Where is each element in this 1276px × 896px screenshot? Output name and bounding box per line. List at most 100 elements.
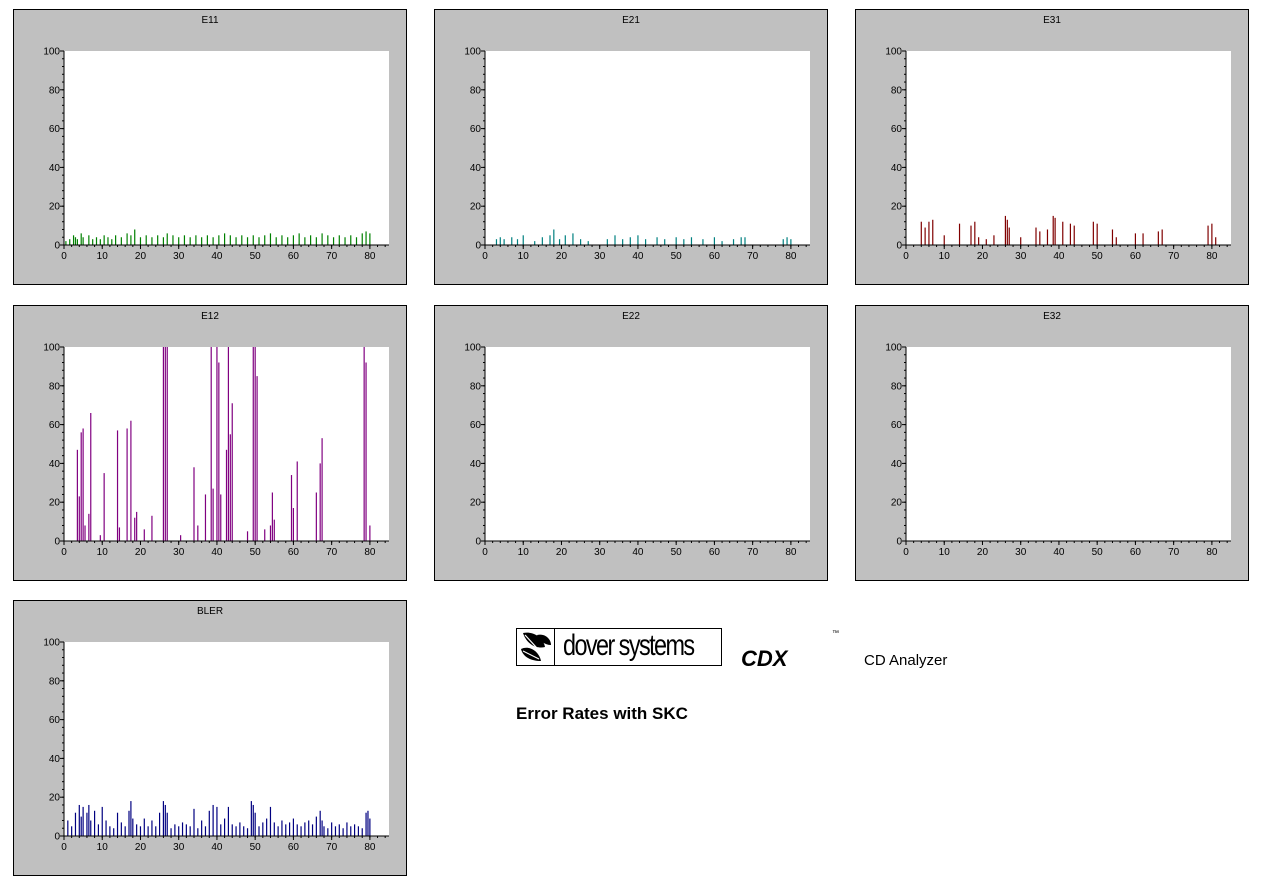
x-tick-label: 10 bbox=[518, 547, 530, 558]
y-tick-label: 60 bbox=[470, 124, 482, 135]
chart-panel-e22: E22 0 20 40 60 80 100 0 10 20 30 40 50 60 70 80 bbox=[434, 305, 828, 581]
x-tick-label: 0 bbox=[903, 547, 909, 558]
y-tick-label: 80 bbox=[891, 381, 903, 392]
x-tick-label: 30 bbox=[594, 251, 606, 262]
x-tick-label: 60 bbox=[1130, 547, 1142, 558]
x-tick-label: 0 bbox=[61, 842, 67, 853]
x-tick-label: 20 bbox=[135, 842, 147, 853]
chart-panel-e11: E11 0 20 40 60 80 100 0 10 20 30 40 50 60 70 80 bbox=[13, 9, 407, 285]
y-tick-label: 100 bbox=[885, 343, 902, 354]
y-tick-label: 60 bbox=[891, 124, 903, 135]
plot-area bbox=[64, 51, 389, 245]
x-tick-label: 20 bbox=[556, 251, 568, 262]
x-tick-label: 80 bbox=[1206, 251, 1218, 262]
chart-title: E22 bbox=[622, 311, 640, 322]
product-name: CD Analyzer bbox=[864, 652, 948, 669]
x-tick-label: 70 bbox=[1168, 547, 1180, 558]
x-tick-label: 80 bbox=[785, 251, 797, 262]
x-tick-label: 30 bbox=[173, 547, 185, 558]
x-tick-label: 60 bbox=[288, 251, 300, 262]
x-tick-label: 60 bbox=[709, 547, 721, 558]
x-tick-label: 10 bbox=[518, 251, 530, 262]
x-tick-label: 80 bbox=[364, 547, 376, 558]
chart-e21: 0 20 40 60 80 100 0 10 20 30 40 50 60 70 80 bbox=[464, 47, 810, 262]
x-tick-label: 40 bbox=[632, 251, 644, 262]
x-tick-label: 50 bbox=[671, 547, 683, 558]
x-tick-label: 60 bbox=[288, 842, 300, 853]
y-tick-label: 0 bbox=[896, 241, 902, 252]
x-tick-label: 10 bbox=[939, 547, 951, 558]
chart-panel-e32: E32 0 20 40 60 80 100 0 10 20 30 40 50 60 70 80 bbox=[855, 305, 1249, 581]
y-tick-label: 0 bbox=[54, 241, 60, 252]
chart-panel-e21: E21 0 20 40 60 80 100 0 10 20 30 40 50 60 70 80 bbox=[434, 9, 828, 285]
x-tick-label: 40 bbox=[211, 547, 223, 558]
y-tick-label: 20 bbox=[470, 498, 482, 509]
x-tick-label: 30 bbox=[1015, 547, 1027, 558]
x-tick-label: 30 bbox=[594, 547, 606, 558]
product-code: CDX bbox=[741, 646, 788, 671]
chart-panel-e31: E31 0 20 40 60 80 100 0 10 20 30 40 50 60 70 80 bbox=[855, 9, 1249, 285]
x-tick-label: 70 bbox=[326, 842, 338, 853]
plot-area bbox=[485, 51, 810, 245]
y-tick-label: 60 bbox=[470, 420, 482, 431]
x-tick-label: 40 bbox=[1053, 251, 1065, 262]
x-tick-label: 40 bbox=[211, 251, 223, 262]
y-tick-label: 20 bbox=[891, 202, 903, 213]
y-tick-label: 40 bbox=[891, 459, 903, 470]
chart-title: E21 bbox=[622, 15, 640, 26]
y-tick-label: 40 bbox=[49, 163, 61, 174]
x-tick-label: 0 bbox=[61, 251, 67, 262]
x-tick-label: 40 bbox=[632, 547, 644, 558]
x-tick-label: 20 bbox=[135, 547, 147, 558]
x-tick-label: 10 bbox=[97, 251, 109, 262]
y-tick-label: 60 bbox=[49, 715, 61, 726]
x-tick-label: 20 bbox=[977, 547, 989, 558]
x-tick-label: 0 bbox=[482, 547, 488, 558]
x-tick-label: 50 bbox=[1092, 547, 1104, 558]
x-tick-label: 0 bbox=[482, 251, 488, 262]
x-tick-label: 70 bbox=[1168, 251, 1180, 262]
x-tick-label: 60 bbox=[709, 251, 721, 262]
y-tick-label: 40 bbox=[470, 459, 482, 470]
y-tick-label: 80 bbox=[470, 85, 482, 96]
y-tick-label: 80 bbox=[49, 85, 61, 96]
x-tick-label: 50 bbox=[250, 547, 262, 558]
chart-title: E11 bbox=[201, 15, 219, 26]
x-tick-label: 60 bbox=[1130, 251, 1142, 262]
x-tick-label: 0 bbox=[903, 251, 909, 262]
x-tick-label: 70 bbox=[747, 251, 759, 262]
y-tick-label: 100 bbox=[885, 47, 902, 58]
x-tick-label: 20 bbox=[556, 547, 568, 558]
chart-e12: 0 20 40 60 80 100 0 10 20 30 40 50 60 70 80 bbox=[43, 343, 389, 558]
x-tick-label: 0 bbox=[61, 547, 67, 558]
x-tick-label: 50 bbox=[671, 251, 683, 262]
branding-area: dover systems CDX ™ CD Analyzer Error Ra… bbox=[516, 628, 996, 738]
y-tick-label: 20 bbox=[49, 498, 61, 509]
y-tick-label: 40 bbox=[470, 163, 482, 174]
x-tick-label: 80 bbox=[364, 842, 376, 853]
chart-panel-bler: BLER 0 20 40 60 80 100 0 10 20 30 40 50 60 70 80 bbox=[13, 600, 407, 876]
chart-title: E12 bbox=[201, 311, 219, 322]
chart-title: E31 bbox=[1043, 15, 1061, 26]
x-tick-label: 50 bbox=[250, 842, 262, 853]
y-tick-label: 80 bbox=[470, 381, 482, 392]
x-tick-label: 70 bbox=[326, 547, 338, 558]
y-tick-label: 80 bbox=[49, 676, 61, 687]
x-tick-label: 50 bbox=[250, 251, 262, 262]
plot-area bbox=[64, 642, 389, 836]
y-tick-label: 100 bbox=[43, 638, 60, 649]
y-tick-label: 0 bbox=[54, 832, 60, 843]
x-tick-label: 60 bbox=[288, 547, 300, 558]
x-tick-label: 40 bbox=[1053, 547, 1065, 558]
x-tick-label: 30 bbox=[173, 251, 185, 262]
chart-e32: 0 20 40 60 80 100 0 10 20 30 40 50 60 70 80 bbox=[885, 343, 1231, 558]
plot-area bbox=[906, 347, 1231, 541]
chart-e31: 0 20 40 60 80 100 0 10 20 30 40 50 60 70 80 bbox=[885, 47, 1231, 262]
chart-e22: 0 20 40 60 80 100 0 10 20 30 40 50 60 70 80 bbox=[464, 343, 810, 558]
y-tick-label: 0 bbox=[54, 537, 60, 548]
y-tick-label: 0 bbox=[475, 537, 481, 548]
x-tick-label: 10 bbox=[939, 251, 951, 262]
y-tick-label: 0 bbox=[896, 537, 902, 548]
y-tick-label: 40 bbox=[49, 459, 61, 470]
y-tick-label: 60 bbox=[49, 420, 61, 431]
